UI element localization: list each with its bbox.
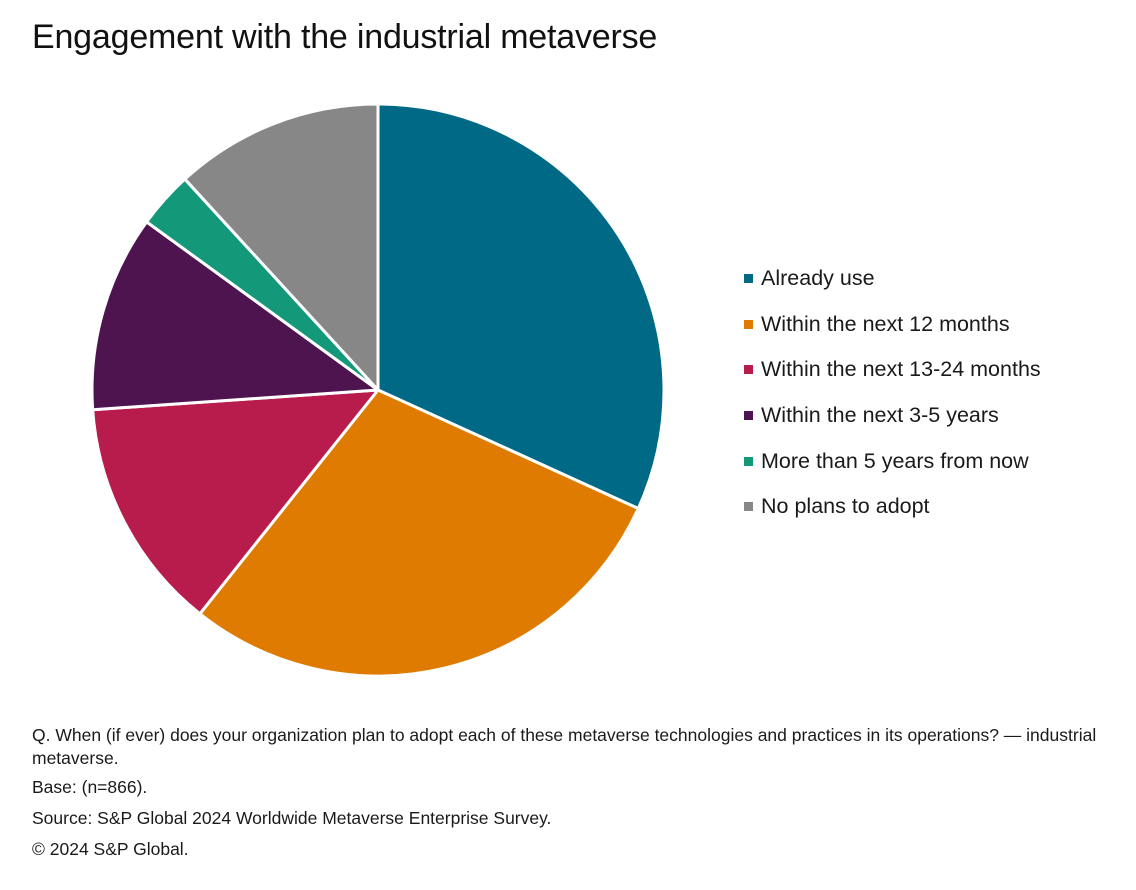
survey-question: Q. When (if ever) does your organization… bbox=[32, 725, 1097, 768]
pie-chart bbox=[90, 102, 666, 678]
legend-swatch bbox=[744, 502, 753, 512]
legend-item-next-3-5-years: Within the next 3-5 years bbox=[744, 393, 1041, 439]
legend-label: No plans to adopt bbox=[761, 494, 930, 519]
pie-slice-within-the-next-12-months bbox=[198, 388, 640, 678]
pie-slice-within-the-next-13-24-months bbox=[91, 388, 380, 616]
legend-label: Already use bbox=[761, 266, 875, 291]
legend-item-next-12-months: Within the next 12 months bbox=[744, 302, 1041, 348]
chart-title: Engagement with the industrial metaverse bbox=[32, 18, 658, 56]
legend: Already use Within the next 12 months Wi… bbox=[744, 256, 1041, 530]
legend-label: Within the next 3-5 years bbox=[761, 403, 999, 428]
legend-swatch bbox=[744, 274, 753, 284]
pie-slice-no-plans-to-adopt bbox=[183, 102, 380, 392]
legend-item-no-plans: No plans to adopt bbox=[744, 484, 1041, 530]
sample-base: Base: (n=866). bbox=[32, 777, 148, 797]
legend-swatch bbox=[744, 365, 753, 375]
legend-swatch bbox=[744, 319, 753, 329]
legend-swatch bbox=[744, 411, 753, 421]
source-note: Source: S&P Global 2024 Worldwide Metave… bbox=[32, 808, 552, 828]
legend-label: More than 5 years from now bbox=[761, 448, 1029, 473]
legend-item-more-than-5-years: More than 5 years from now bbox=[744, 438, 1041, 484]
legend-item-next-13-24-months: Within the next 13-24 months bbox=[744, 347, 1041, 393]
pie-slice-within-the-next-3-5-years bbox=[90, 220, 380, 412]
legend-item-already-use: Already use bbox=[744, 256, 1041, 302]
pie-slice-already-use bbox=[376, 102, 666, 511]
legend-label: Within the next 13-24 months bbox=[761, 357, 1041, 382]
legend-label: Within the next 12 months bbox=[761, 311, 1010, 336]
copyright-note: © 2024 S&P Global. bbox=[32, 839, 189, 859]
legend-swatch bbox=[744, 456, 753, 466]
footnotes: Q. When (if ever) does your organization… bbox=[32, 724, 1112, 869]
